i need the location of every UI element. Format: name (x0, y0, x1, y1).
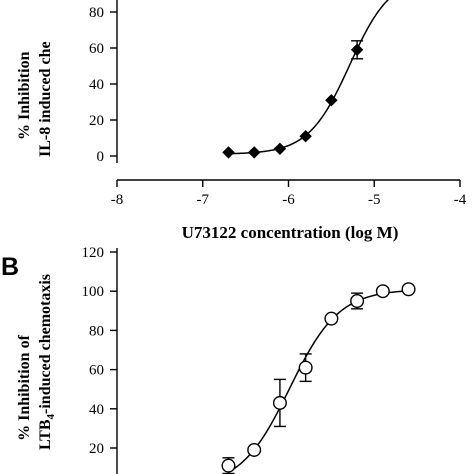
panel-b-y-axis-title-line-2: LTB4-induced chemotaxis (37, 274, 57, 450)
panel-a-data-point (325, 93, 338, 107)
panel-a-data-point (299, 129, 312, 143)
panel-a-x-axis-title: U73122 concentration (log M) (182, 223, 399, 242)
panel-b-data-point (247, 442, 262, 457)
panel-b-data-marks (221, 282, 416, 474)
panel-a-y-axis-title-line-2: IL-8 induced che (37, 41, 54, 157)
panel-b-axes: 20 40 60 80 100 120 (82, 245, 118, 474)
panel-a-data-marks (222, 40, 364, 159)
panel-b-y-axis-title-line-1: % Inhibition of (16, 334, 33, 440)
panel-b-y-axis-title-suffix: -induced chemotaxis (37, 274, 54, 414)
panel-b-y-tick-label: 60 (89, 363, 104, 379)
panel-a-x-tick-label: -4 (454, 192, 467, 208)
panel-b-data-point (272, 395, 287, 410)
panel-b-data-point (324, 311, 339, 326)
panel-b-y-tick-label: 120 (82, 245, 105, 261)
panel-a-x-tick-label: -7 (197, 192, 210, 208)
panel-a-fitted-curve-group (228, 0, 389, 155)
panel-a-chart: % Inhibition IL-8 induced che 0 20 40 60 80 -… (16, 0, 467, 242)
panel-a-data-point (350, 43, 364, 57)
panel-a-x-tick-label: -8 (111, 192, 124, 208)
panel-b-data-point (298, 360, 313, 375)
panel-b-chart: B % Inhibition of LTB4-induced chemotaxi… (1, 245, 416, 474)
panel-a-y-tick-label: 40 (89, 77, 104, 93)
panel-a-data-point (247, 146, 261, 159)
panel-a-x-tick-label: -6 (282, 192, 295, 208)
panel-b-y-tick-label: 80 (89, 323, 104, 339)
panel-b-label: B (1, 253, 19, 281)
panel-b-data-point (375, 284, 390, 299)
panel-a-y-axis-title-line-1: % Inhibition (16, 51, 33, 140)
panel-a-x-tick-label: -5 (368, 192, 381, 208)
panel-b-y-tick-label: 40 (89, 402, 104, 418)
panel-a-data-point (273, 142, 287, 156)
panel-a-y-tick-label: 80 (89, 5, 104, 21)
panel-b-y-axis-title-subscript: 4 (45, 413, 57, 419)
panel-b-data-point (350, 294, 365, 309)
panel-a-fitted-curve (228, 0, 389, 155)
panel-a-axes: 0 20 40 60 80 -8 -7 -6 -5 -4 (89, 0, 467, 208)
panel-b-y-tick-label: 20 (89, 441, 104, 457)
panel-b-data-point (221, 458, 236, 473)
panel-a-y-tick-label: 0 (97, 149, 105, 165)
panel-b-data-point (401, 282, 416, 297)
panel-b-y-axis-title-prefix: LTB (37, 419, 54, 450)
panel-b-y-tick-label: 100 (82, 284, 105, 300)
panel-a-data-point (222, 146, 235, 159)
panel-a-y-tick-label: 20 (89, 113, 104, 129)
panel-a-y-tick-label: 60 (89, 41, 104, 57)
